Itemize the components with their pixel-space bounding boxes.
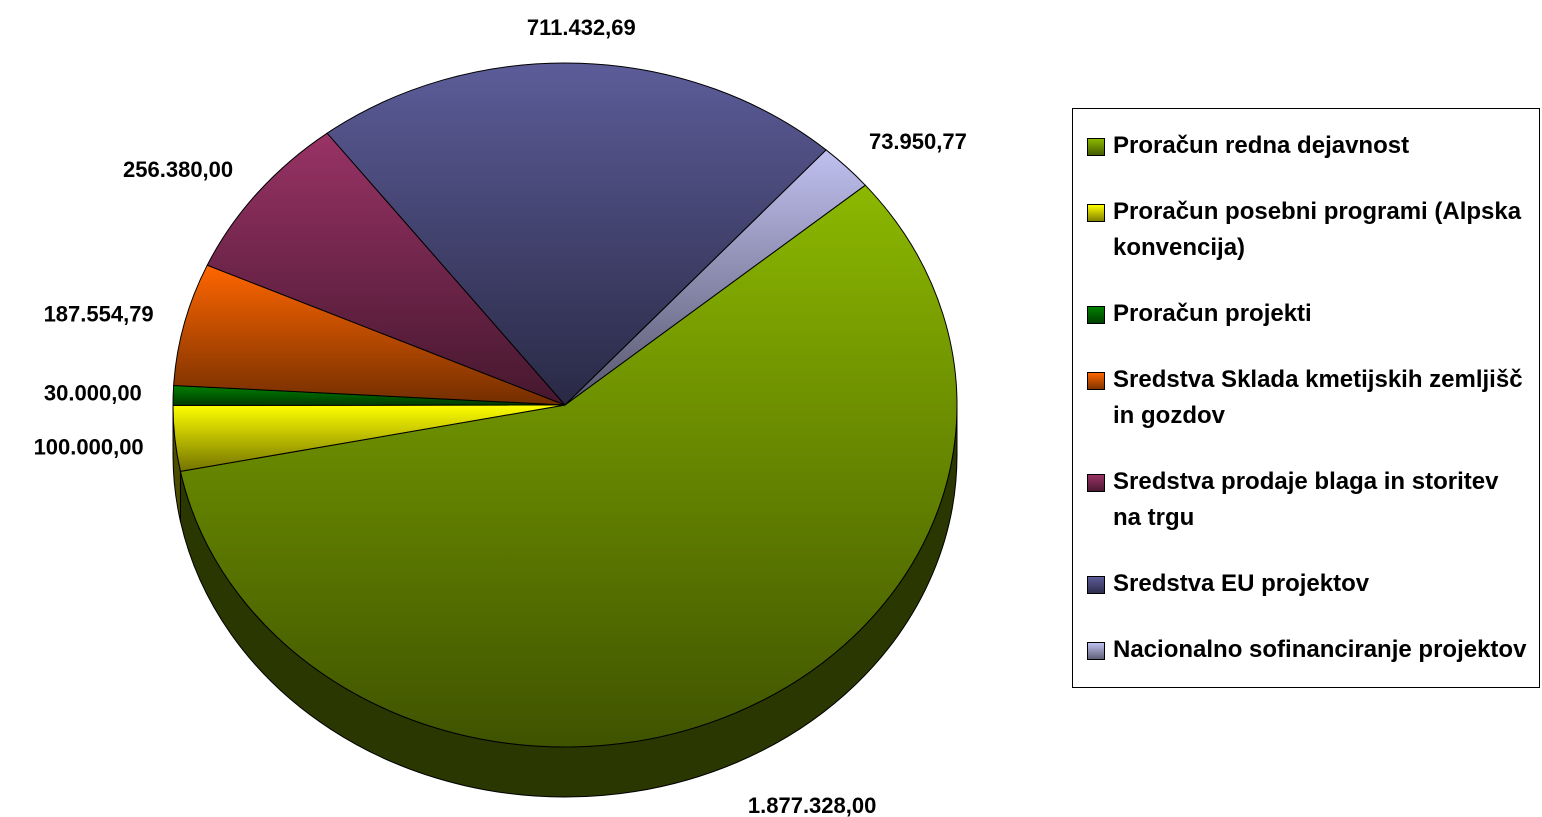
legend-label: Sredstva Sklada kmetijskih zemljišč in g…	[1113, 366, 1523, 429]
legend-label: Sredstva prodaje blaga in storitev na tr…	[1113, 468, 1499, 531]
legend-item: Proračun posebni programi (Alpska konven…	[1087, 194, 1531, 266]
legend-label: Proračun posebni programi (Alpska konven…	[1113, 198, 1522, 261]
data-label: 187.554,79	[44, 302, 154, 327]
legend-item: Nacionalno sofinanciranje projektov	[1087, 632, 1531, 668]
legend-swatch	[1087, 576, 1105, 594]
data-label: 73.950,77	[869, 129, 967, 154]
legend-label: Sredstva EU projektov	[1113, 570, 1370, 597]
legend-item: Sredstva prodaje blaga in storitev na tr…	[1087, 464, 1531, 536]
pie-slice	[564, 149, 867, 406]
pie-slice	[206, 132, 566, 406]
legend-swatch	[1087, 204, 1105, 222]
legend: Proračun redna dejavnost Proračun posebni…	[1072, 108, 1540, 688]
pie-slice	[173, 264, 566, 406]
legend-label: Nacionalno sofinanciranje projektov	[1113, 636, 1527, 663]
legend-swatch	[1087, 306, 1105, 324]
data-label: 1.877.328,00	[748, 793, 876, 817]
pie-slice	[179, 184, 958, 748]
data-label: 100.000,00	[34, 435, 144, 460]
legend-item: Sredstva EU projektov	[1087, 566, 1531, 602]
legend-item: Proračun redna dejavnost	[1087, 128, 1531, 164]
data-label: 30.000,00	[44, 380, 142, 405]
data-label: 256.380,00	[123, 157, 233, 182]
legend-label: Proračun redna dejavnost	[1113, 132, 1410, 159]
legend-swatch	[1087, 372, 1105, 390]
pie-slice	[326, 62, 827, 406]
legend-swatch	[1087, 138, 1105, 156]
legend-item: Sredstva Sklada kmetijskih zemljišč in g…	[1087, 362, 1531, 434]
legend-label: Proračun projekti	[1113, 300, 1312, 327]
legend-swatch	[1087, 642, 1105, 660]
legend-swatch	[1087, 474, 1105, 492]
legend-item: Proračun projekti	[1087, 296, 1531, 332]
data-label: 711.432,69	[527, 15, 636, 40]
chart: 1.877.328,00 100.000,00 30.000,00 187.554,7…	[34, 15, 967, 817]
